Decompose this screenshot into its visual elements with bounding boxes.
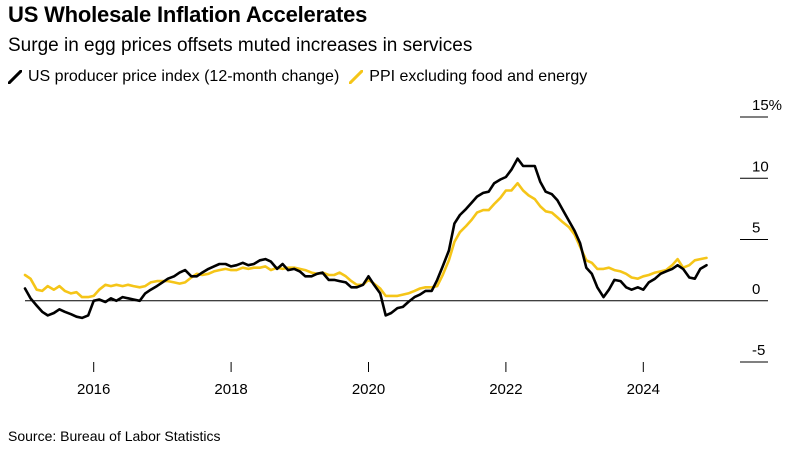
chart-subtitle: Surge in egg prices offsets muted increa… — [8, 35, 473, 56]
legend-item-ppi: US producer price index (12-month change… — [8, 68, 339, 86]
legend-swatch-core-ppi — [349, 70, 364, 84]
series-layer — [23, 157, 708, 320]
source-note: Source: Bureau of Labor Statistics — [8, 428, 221, 444]
tick-layer: 15% 10 5 0 -5 2016 2018 2020 2022 2024 — [77, 97, 782, 398]
legend-swatch-ppi — [8, 70, 22, 84]
y-tick-label-1: 10 — [752, 158, 769, 175]
y-tick-label-2: 5 — [752, 220, 760, 237]
legend: US producer price index (12-month change… — [8, 68, 587, 86]
series-line-ppi — [23, 157, 708, 320]
legend-swatch-ppi-line — [8, 70, 22, 84]
chart-title: US Wholesale Inflation Accelerates — [8, 2, 368, 27]
y-tick-label-4: -5 — [752, 342, 765, 359]
legend-label-core-ppi: PPI excluding food and energy — [369, 68, 588, 85]
y-tick-label-0: 15% — [752, 97, 782, 114]
y-tick-label-3: 0 — [752, 281, 760, 298]
x-tick-label-0: 2016 — [77, 381, 110, 398]
x-tick-label-1: 2018 — [214, 381, 247, 398]
grid-layer — [25, 116, 768, 363]
legend-label-ppi: US producer price index (12-month change… — [28, 68, 340, 85]
legend-item-core-ppi: PPI excluding food and energy — [349, 68, 587, 86]
legend-swatch-core-ppi-line — [349, 70, 364, 84]
x-tick-label-4: 2024 — [627, 381, 660, 398]
x-tick-label-2: 2020 — [352, 381, 385, 398]
x-tick-label-3: 2022 — [489, 381, 522, 398]
